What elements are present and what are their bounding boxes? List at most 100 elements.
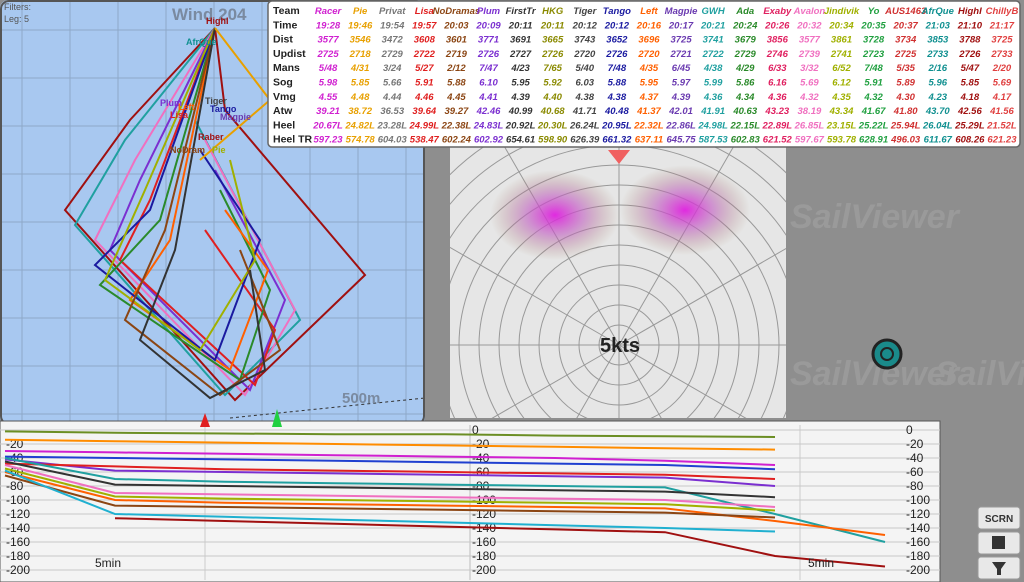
table-cell: 26.04L (922, 120, 953, 131)
table-cell: 4.32 (863, 92, 883, 103)
track (98, 27, 272, 382)
table-cell: 5/35 (896, 63, 915, 74)
time-label: 5min (95, 556, 121, 570)
table-cell: 41.67 (861, 106, 886, 117)
boat-label: Plum (160, 98, 182, 108)
table-cell: 38.19 (798, 106, 822, 117)
table-cell: 20.92L (505, 120, 536, 131)
table-cell: 40.63 (732, 106, 757, 117)
row-label: Heel (273, 119, 295, 131)
table-cell: 2739 (798, 49, 821, 60)
gap-line (4, 460, 776, 499)
team-name: Magpie (665, 6, 698, 17)
location-button[interactable] (871, 338, 903, 370)
table-cell: 5.95 (640, 78, 659, 89)
table-cell: 5.69 (800, 78, 819, 89)
table-cell: 39.27 (445, 106, 469, 117)
table-cell: 22.89L (762, 120, 793, 131)
table-cell: 602.92 (474, 135, 504, 146)
table-cell: 4.34 (735, 92, 755, 103)
table-cell: 6/45 (672, 63, 691, 74)
boat-label: HighI (206, 16, 229, 26)
table-cell: 24.99L (409, 120, 440, 131)
team-name: GWH (702, 6, 726, 17)
table-cell: 20:12 (604, 20, 630, 31)
table-cell: 20.30L (537, 120, 568, 131)
table-cell: 2722 (702, 49, 725, 60)
y-tick-label: -160 (906, 535, 930, 549)
table-cell: 39.21 (316, 106, 340, 117)
team-name: Jindivik (824, 6, 860, 17)
table-cell: 41.37 (636, 106, 661, 117)
track (63, 27, 367, 402)
table-cell: 3743 (574, 35, 596, 46)
gap-line (4, 469, 776, 533)
team-name: HighI (958, 6, 982, 17)
table-cell: 21:17 (989, 20, 1015, 31)
team-name: AfrQue (921, 6, 955, 17)
table-cell: 3771 (478, 35, 499, 46)
table-cell: 25.22L (858, 120, 889, 131)
table-cell: 2720 (637, 49, 660, 60)
leg-label: Leg: 5 (4, 14, 29, 24)
table-cell: 5.98 (319, 78, 338, 89)
table-cell: 4/31 (350, 63, 370, 74)
table-cell: 22.86L (665, 120, 696, 131)
table-cell: 20:24 (732, 20, 758, 31)
table-cell: 3472 (382, 35, 404, 46)
y-tick-label: -140 (6, 521, 30, 535)
table-cell: 19:46 (348, 20, 373, 31)
table-cell: 24.98L (697, 120, 728, 131)
table-cell: 626.39 (570, 135, 600, 146)
table-cell: 3728 (863, 35, 885, 46)
gap-line (4, 438, 776, 451)
table-cell: 645.75 (667, 135, 697, 146)
table-cell: 41.71 (572, 106, 597, 117)
table-cell: 20:03 (443, 20, 469, 31)
table-cell: 6/52 (832, 63, 851, 74)
y-tick-label: -100 (6, 493, 30, 507)
table-cell: 42.46 (476, 106, 501, 117)
team-name: Racer (315, 6, 343, 17)
watermark: SailViewer (935, 355, 1024, 393)
track (103, 27, 257, 352)
filters-label: Filters: (4, 2, 31, 12)
y-tick-label: -20 (472, 437, 490, 451)
table-cell: 20:17 (668, 20, 694, 31)
table-cell: 4.38 (607, 92, 627, 103)
screen-button[interactable] (977, 506, 1021, 530)
table-cell: 43.70 (925, 106, 950, 117)
polar-plot: 5kts (450, 146, 786, 418)
table-cell: 40.99 (508, 106, 533, 117)
table-cell: 22.38L (441, 120, 472, 131)
team-name: Pie (353, 6, 368, 17)
table-cell: 5.89 (896, 78, 915, 89)
table-cell: 587.53 (699, 135, 729, 146)
table-cell: 3577 (317, 35, 339, 46)
table-cell: 5/40 (576, 63, 595, 74)
table-cell: 597.67 (795, 135, 825, 146)
table-cell: 621.52 (763, 135, 793, 146)
boat-label: Left (178, 102, 195, 112)
y-tick-label: -180 (6, 549, 30, 563)
y-tick-label: -100 (472, 493, 496, 507)
y-tick-label: 0 (472, 423, 479, 437)
track (138, 27, 267, 400)
table-cell: 6.12 (832, 78, 851, 89)
table-cell: 2727 (509, 49, 532, 60)
table-cell: 4.48 (350, 92, 370, 103)
table-cell: 3725 (670, 35, 692, 46)
table-cell: 661.32 (602, 135, 632, 146)
table-cell: 598.90 (538, 135, 568, 146)
table-cell: 4.41 (478, 92, 498, 103)
y-tick-label: -180 (472, 549, 496, 563)
track (93, 27, 297, 397)
team-name: Avalon (793, 6, 826, 17)
table-cell: 5.66 (383, 78, 402, 89)
table-cell: 4.46 (414, 92, 434, 103)
table-cell: 2/20 (992, 63, 1012, 74)
team-name: HKG (542, 6, 564, 17)
table-cell: 4.39 (671, 92, 691, 103)
y-tick-label: -200 (906, 563, 930, 577)
